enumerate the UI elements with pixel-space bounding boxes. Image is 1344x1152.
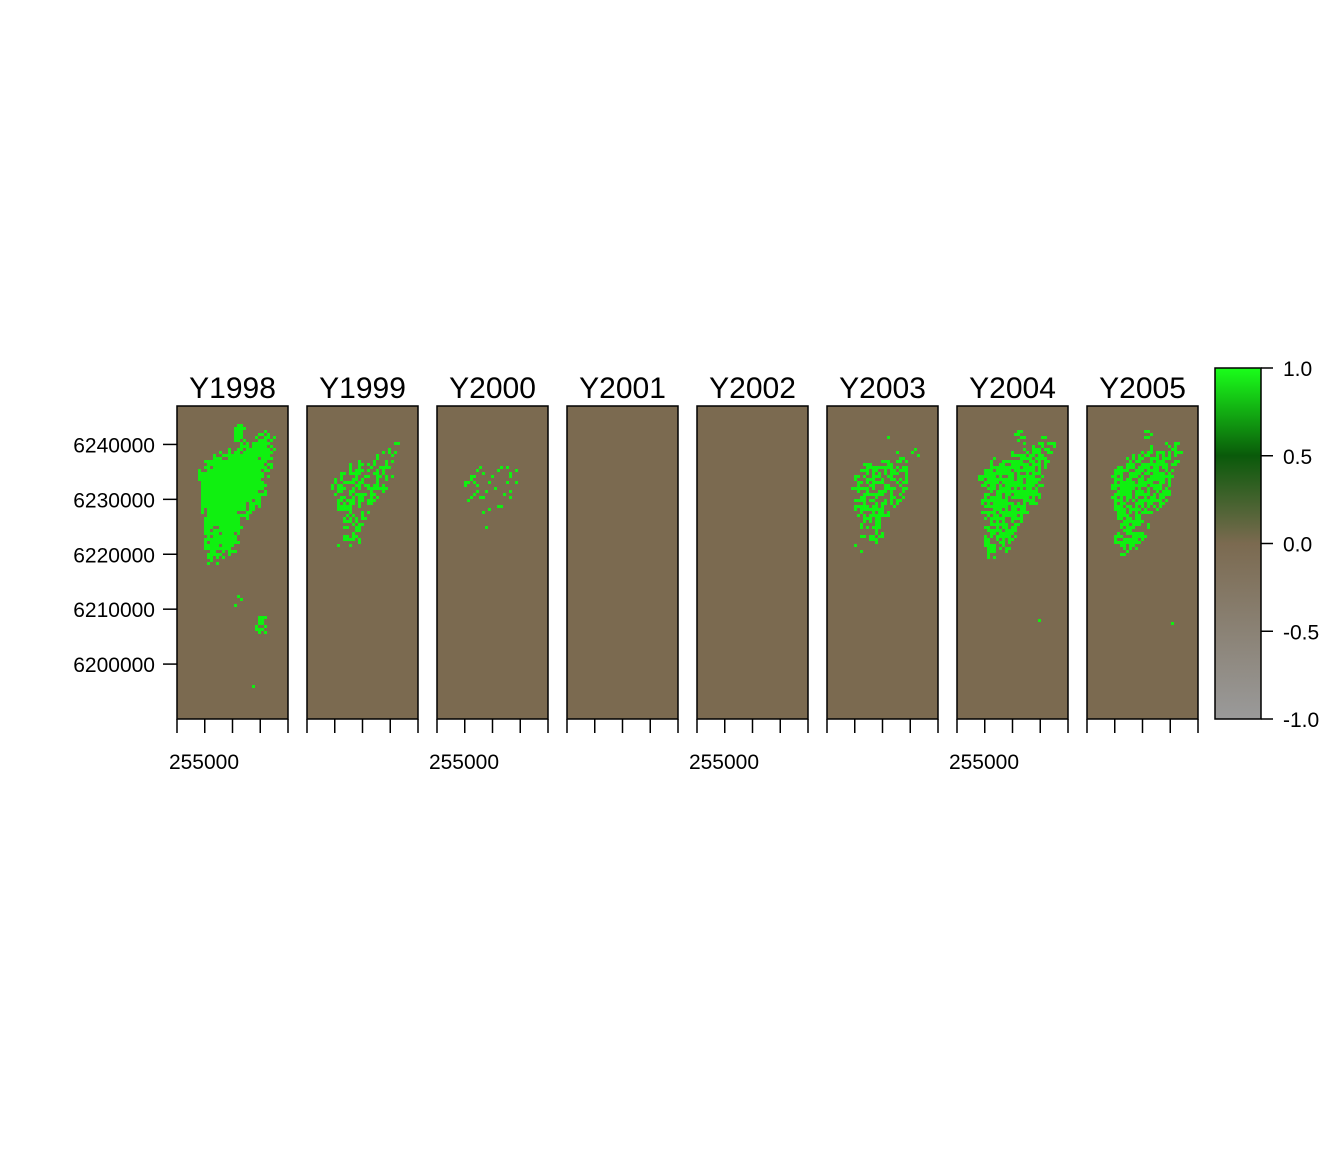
panel-title: Y2001 [579,372,666,405]
raster-background [827,406,938,719]
x-ticks [826,719,939,733]
panel-group: Y1998 255000 Y1999 Y2000 255000 Y2001 Y2002 255… [169,372,1199,774]
panel-title: Y2003 [839,372,926,405]
vegetation-cells [978,430,1056,622]
panel-title: Y2000 [449,372,536,405]
x-ticks [436,719,549,733]
y-tick-label: 6230000 [73,489,155,512]
legend-colorbar [1214,367,1262,720]
raster-background [437,406,548,719]
panel-title: Y2004 [969,372,1056,405]
vegetation-cells [1111,430,1183,625]
y-tick-label: 6200000 [73,654,155,677]
panel-title: Y2002 [709,372,796,405]
panel-title: Y1999 [319,372,406,405]
x-tick-label: 255000 [169,751,239,774]
raster-panel-Y2002: Y2002 255000 [689,372,809,774]
x-ticks [696,719,809,733]
color-legend: 1.0 0.5 0.0 -0.5 -1.0 [1214,358,1319,732]
vegetation-cells [331,442,400,547]
raster-panel-Y2000: Y2000 255000 [429,372,549,774]
raster-background [307,406,418,719]
x-tick-label: 255000 [949,751,1019,774]
legend-tick-label: 1.0 [1283,358,1312,381]
raster-background [567,406,678,719]
raster-panel-Y1999: Y1999 [306,372,419,733]
x-tick-label: 255000 [689,751,759,774]
x-tick-label: 255000 [429,751,499,774]
x-ticks [306,719,419,733]
vegetation-cells [851,436,920,553]
raster-panel-Y2004: Y2004 255000 [949,372,1069,774]
vegetation-cells [198,424,276,688]
legend-tick-label: 0.5 [1283,446,1312,469]
raster-panel-Y2005: Y2005 [1086,372,1199,733]
raster-panel-Y2001: Y2001 [566,372,679,733]
raster-panel-Y2003: Y2003 [826,372,939,733]
y-tick-label: 6240000 [73,434,155,457]
x-ticks [956,719,1069,733]
y-tick-label: 6220000 [73,544,155,567]
y-tick-label: 6210000 [73,599,155,622]
raster-background [697,406,808,719]
panel-title: Y2005 [1099,372,1186,405]
y-axis: 6240000 6230000 6220000 6210000 6200000 [73,434,177,677]
x-ticks [566,719,679,733]
legend-tick-label: -1.0 [1283,709,1319,732]
x-ticks [176,719,289,733]
x-ticks [1086,719,1199,733]
panel-title: Y1998 [189,372,276,405]
legend-tick-label: -0.5 [1283,621,1319,644]
raster-background [957,406,1068,719]
vegetation-cells [464,466,518,529]
legend-tick-label: 0.0 [1283,534,1312,557]
raster-panel-Y1998: Y1998 255000 [169,372,289,774]
